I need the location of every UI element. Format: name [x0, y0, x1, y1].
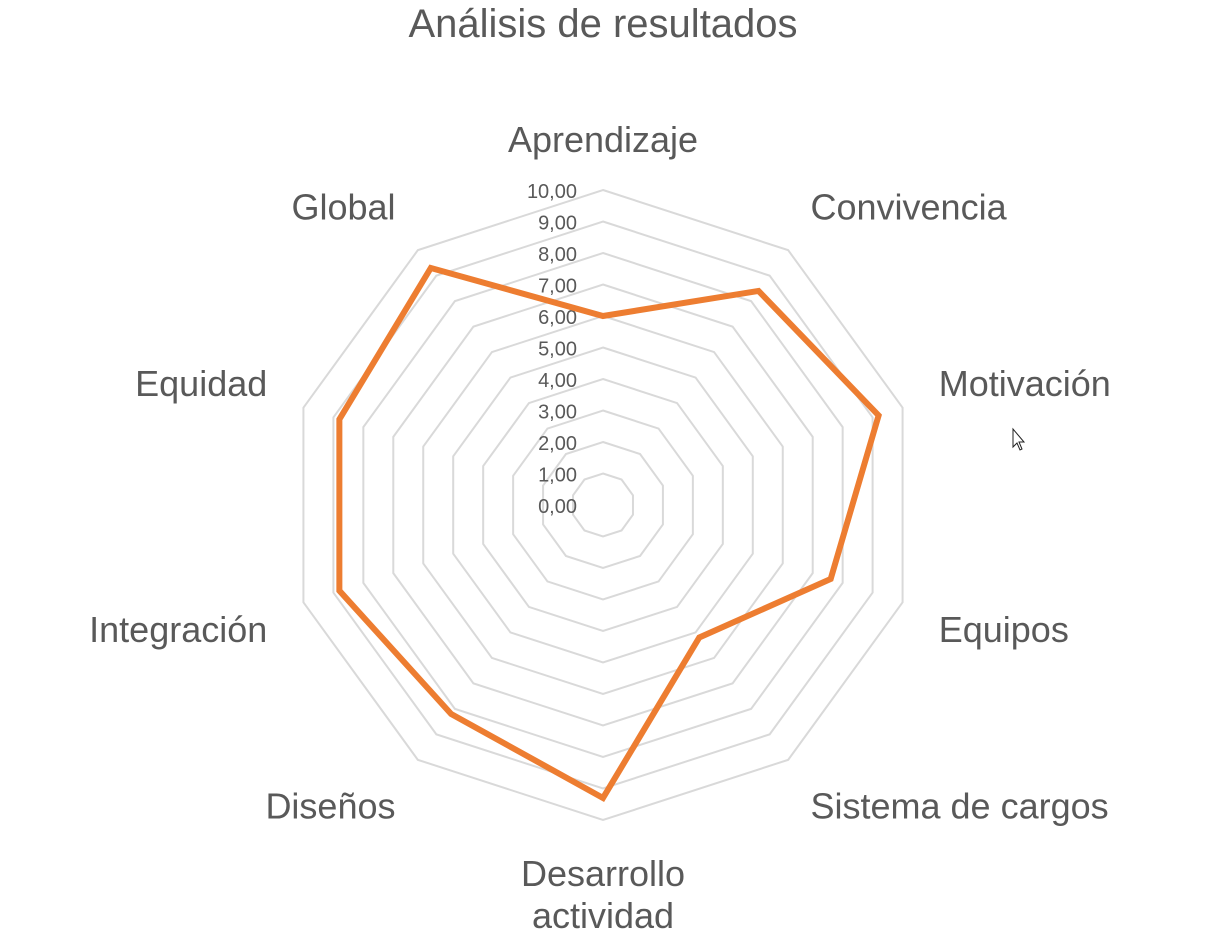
- series-layer: [336, 264, 882, 802]
- grid-layer: [302, 188, 904, 822]
- grid-ring: [572, 472, 634, 538]
- mouse-cursor-icon: [1012, 427, 1026, 451]
- category-label-desarrollo-actividad: Desarrollo actividad: [521, 853, 685, 935]
- tick-label: 3,00: [538, 402, 577, 424]
- tick-label: 9,00: [538, 213, 577, 235]
- category-label-equidad: Equidad: [135, 363, 267, 404]
- category-label-motivacion: Motivación: [939, 363, 1111, 404]
- tick-label: 8,00: [538, 244, 577, 266]
- grid-ring: [302, 188, 904, 822]
- category-label-integracion: Integración: [89, 609, 267, 650]
- category-label-sistema-de-cargos: Sistema de cargos: [810, 786, 1108, 827]
- grid-ring: [392, 283, 814, 727]
- category-label-convivencia: Convivencia: [810, 186, 1007, 227]
- tick-label: 6,00: [538, 307, 577, 329]
- grid-ring: [362, 251, 844, 759]
- tick-label: 0,00: [538, 496, 577, 518]
- grid-ring: [482, 377, 724, 633]
- grid-ring: [512, 409, 694, 601]
- category-label-equipos: Equipos: [939, 609, 1069, 650]
- tick-label: 5,00: [538, 339, 577, 361]
- grid-ring: [452, 346, 754, 664]
- tick-labels: 0,00 1,00 2,00 3,00 4,00 5,00 6,00 7,00 8,00 9,00…: [527, 181, 577, 518]
- tick-label: 7,00: [538, 276, 577, 298]
- grid-ring: [542, 440, 664, 570]
- category-label-aprendizaje: Aprendizaje: [508, 119, 698, 160]
- tick-label: 1,00: [538, 465, 577, 487]
- category-label-disenos: Diseños: [265, 786, 395, 827]
- series-line: [336, 264, 882, 802]
- grid-ring: [332, 220, 874, 790]
- tick-label: 4,00: [538, 370, 577, 392]
- tick-label: 10,00: [527, 181, 577, 203]
- category-label-global: Global: [291, 186, 395, 227]
- category-labels: Aprendizaje Convivencia Motivación Equipos S…: [89, 119, 1111, 935]
- tick-label: 2,00: [538, 433, 577, 455]
- grid-ring: [422, 314, 784, 696]
- chart-title: Análisis de resultados: [408, 2, 797, 46]
